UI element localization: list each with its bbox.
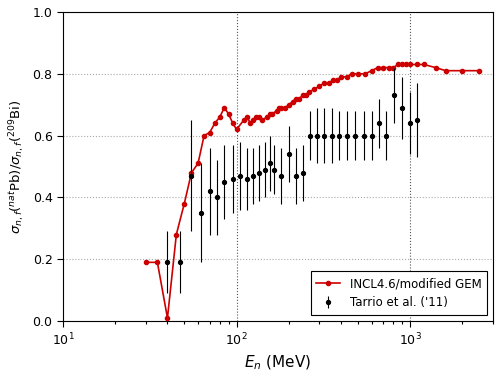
INCL4.6/modified GEM xyxy=(164,316,170,320)
Line: INCL4.6/modified GEM: INCL4.6/modified GEM xyxy=(144,63,481,320)
Y-axis label: $\sigma_{n,f}(^{nat}\mathrm{Pb})/\sigma_{n,f}(^{209}\mathrm{Bi})$: $\sigma_{n,f}(^{nat}\mathrm{Pb})/\sigma_… xyxy=(7,99,27,234)
Legend: INCL4.6/modified GEM, Tarrio et al. ('11): INCL4.6/modified GEM, Tarrio et al. ('11… xyxy=(310,271,487,315)
INCL4.6/modified GEM xyxy=(143,260,149,265)
INCL4.6/modified GEM xyxy=(195,161,201,166)
INCL4.6/modified GEM xyxy=(476,68,482,73)
INCL4.6/modified GEM xyxy=(322,81,328,85)
X-axis label: $E_n$ (MeV): $E_n$ (MeV) xyxy=(244,354,312,372)
INCL4.6/modified GEM xyxy=(230,121,235,125)
INCL4.6/modified GEM xyxy=(248,121,254,125)
INCL4.6/modified GEM xyxy=(407,62,413,67)
INCL4.6/modified GEM xyxy=(395,62,401,67)
INCL4.6/modified GEM xyxy=(293,96,299,101)
